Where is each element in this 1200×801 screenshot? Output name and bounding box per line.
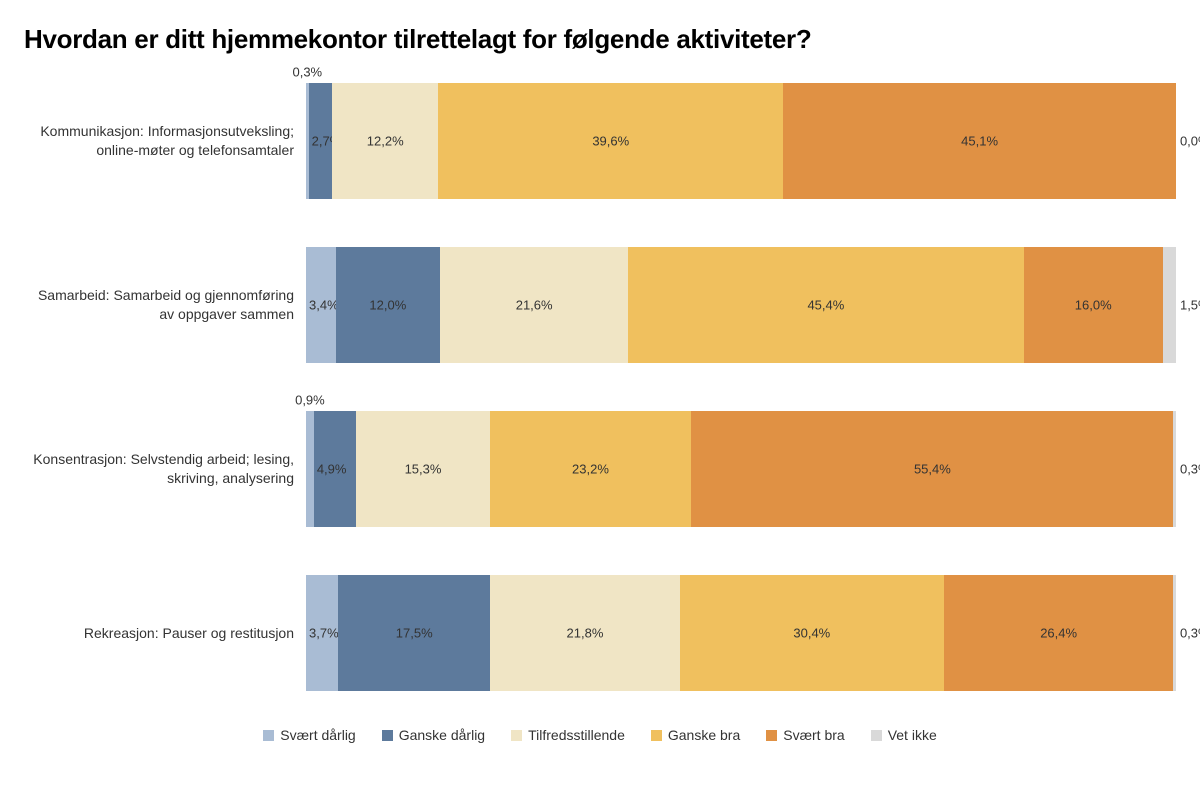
segment-value: 15,3% xyxy=(405,462,442,477)
category-label: Rekreasjon: Pauser og restitusjon xyxy=(24,624,306,643)
segment-value: 26,4% xyxy=(1040,626,1077,641)
legend-item: Ganske dårlig xyxy=(382,727,485,743)
segment-value: 16,0% xyxy=(1075,298,1112,313)
bar-segment: 15,3% xyxy=(356,411,489,527)
bar-holder: 0,9%4,9% 15,3% 23,2% 55,4% 0,3% xyxy=(306,411,1176,527)
bar-segment: 0,3% xyxy=(1173,575,1176,691)
bar-segment: 21,8% xyxy=(490,575,679,691)
chart-rows: Kommunikasjon: Informasjonsutveksling; o… xyxy=(24,83,1176,691)
bar-segment: 30,4% xyxy=(680,575,944,691)
segment-value: 17,5% xyxy=(396,626,433,641)
category-label: Samarbeid: Samarbeid og gjennomføring av… xyxy=(24,286,306,324)
bar-holder: 3,7% 17,5% 21,8% 30,4% 26,4% 0,3% xyxy=(306,575,1176,691)
legend-item: Svært dårlig xyxy=(263,727,355,743)
bar-segment: 0,3% xyxy=(1173,411,1176,527)
legend-swatch xyxy=(263,730,274,741)
bar-segment: 3,4% xyxy=(306,247,336,363)
legend-label: Ganske bra xyxy=(668,727,740,743)
legend-item: Ganske bra xyxy=(651,727,740,743)
bar-segment: 4,9% xyxy=(314,411,357,527)
legend-label: Tilfredsstillende xyxy=(528,727,625,743)
bar-segment: 45,4% xyxy=(628,247,1023,363)
legend-label: Svært dårlig xyxy=(280,727,355,743)
category-label: Kommunikasjon: Informasjonsutveksling; o… xyxy=(24,122,306,160)
legend-swatch xyxy=(382,730,393,741)
legend-label: Vet ikke xyxy=(888,727,937,743)
legend-item: Tilfredsstillende xyxy=(511,727,625,743)
segment-value: 21,8% xyxy=(567,626,604,641)
segment-value: 0,3% xyxy=(1180,462,1200,477)
bar-segment: 0,9% xyxy=(306,411,314,527)
segment-value: 1,5% xyxy=(1180,298,1200,313)
legend-swatch xyxy=(511,730,522,741)
stacked-bar: 3,7% 17,5% 21,8% 30,4% 26,4% 0,3% xyxy=(306,575,1176,691)
segment-value: 23,2% xyxy=(572,462,609,477)
bar-segment: 21,6% xyxy=(440,247,628,363)
bar-segment: 1,5% xyxy=(1163,247,1176,363)
bar-segment: 12,0% xyxy=(336,247,441,363)
segment-value: 39,6% xyxy=(592,134,629,149)
segment-value: 0,0% xyxy=(1180,134,1200,149)
chart-title: Hvordan er ditt hjemmekontor tilrettelag… xyxy=(24,24,1176,55)
bar-segment: 3,7% xyxy=(306,575,338,691)
bar-holder: 0,3%2,7%12,2%39,6%45,1%0,0% xyxy=(306,83,1176,199)
segment-value: 0,9% xyxy=(295,393,325,408)
category-label: Konsentrasjon: Selvstendig arbeid; lesin… xyxy=(24,450,306,488)
chart-row: Konsentrasjon: Selvstendig arbeid; lesin… xyxy=(24,411,1176,527)
segment-value: 55,4% xyxy=(914,462,951,477)
segment-value: 12,0% xyxy=(369,298,406,313)
bar-segment: 26,4% xyxy=(944,575,1173,691)
chart-row: Kommunikasjon: Informasjonsutveksling; o… xyxy=(24,83,1176,199)
segment-value: 45,4% xyxy=(807,298,844,313)
legend-item: Svært bra xyxy=(766,727,844,743)
segment-value: 30,4% xyxy=(793,626,830,641)
bar-segment: 55,4% xyxy=(691,411,1173,527)
bar-segment: 12,2% xyxy=(332,83,438,199)
legend-label: Svært bra xyxy=(783,727,844,743)
segment-value: 21,6% xyxy=(516,298,553,313)
chart-row: Samarbeid: Samarbeid og gjennomføring av… xyxy=(24,247,1176,363)
stacked-bar: 3,4% 12,0% 21,6% 45,4% 16,0% 1,5% xyxy=(306,247,1176,363)
chart-row: Rekreasjon: Pauser og restitusjon3,7% 17,… xyxy=(24,575,1176,691)
stacked-bar: 0,3%2,7%12,2%39,6%45,1%0,0% xyxy=(306,83,1176,199)
bar-holder: 3,4% 12,0% 21,6% 45,4% 16,0% 1,5% xyxy=(306,247,1176,363)
segment-value: 4,9% xyxy=(317,462,347,477)
stacked-bar: 0,9%4,9% 15,3% 23,2% 55,4% 0,3% xyxy=(306,411,1176,527)
segment-value: 12,2% xyxy=(367,134,404,149)
bar-segment: 2,7% xyxy=(309,83,333,199)
bar-segment: 45,1% xyxy=(783,83,1176,199)
chart-container: Hvordan er ditt hjemmekontor tilrettelag… xyxy=(0,0,1200,757)
segment-value: 3,7% xyxy=(309,626,339,641)
segment-value: 0,3% xyxy=(292,65,322,80)
segment-value: 45,1% xyxy=(961,134,998,149)
legend-swatch xyxy=(651,730,662,741)
legend-swatch xyxy=(766,730,777,741)
bar-segment: 23,2% xyxy=(490,411,692,527)
chart-legend: Svært dårlig Ganske dårlig Tilfredsstillen… xyxy=(24,727,1176,743)
legend-item: Vet ikke xyxy=(871,727,937,743)
segment-value: 3,4% xyxy=(309,298,339,313)
bar-segment: 16,0% xyxy=(1024,247,1163,363)
bar-segment: 39,6% xyxy=(438,83,783,199)
bar-segment: 17,5% xyxy=(338,575,490,691)
legend-swatch xyxy=(871,730,882,741)
legend-label: Ganske dårlig xyxy=(399,727,485,743)
segment-value: 0,3% xyxy=(1180,626,1200,641)
